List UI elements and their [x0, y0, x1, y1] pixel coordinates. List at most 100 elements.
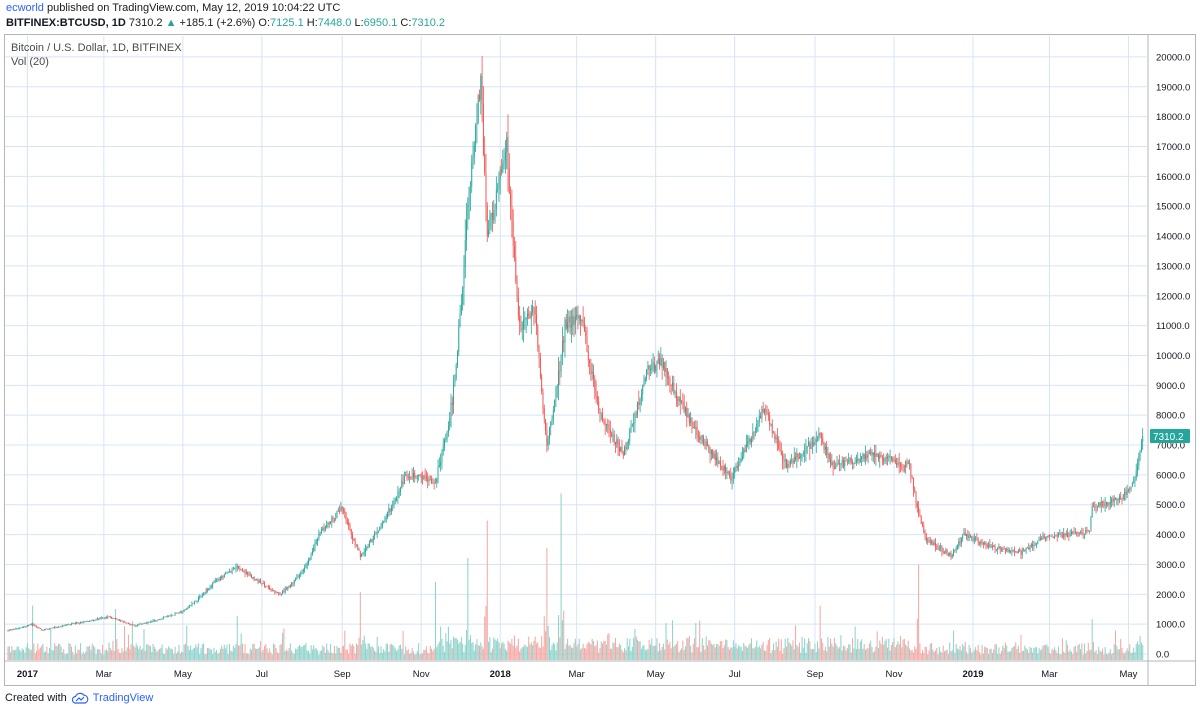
- volume-bar: [740, 646, 742, 660]
- candle-body: [802, 453, 804, 454]
- price-axis[interactable]: 20000.019000.018000.017000.016000.015000…: [1156, 52, 1190, 660]
- volume-bar: [743, 643, 745, 660]
- candle-body: [857, 458, 859, 460]
- volume-bar: [956, 648, 958, 660]
- volume-bar: [368, 643, 370, 660]
- candle-body: [511, 205, 513, 222]
- author-link[interactable]: ecworld: [6, 2, 44, 14]
- volume-bar: [643, 644, 645, 660]
- candle-body: [350, 528, 352, 535]
- candle-body: [1098, 502, 1100, 507]
- volume-bar: [39, 647, 41, 660]
- candle-body: [29, 624, 31, 626]
- candle-body: [1089, 531, 1091, 532]
- candle-body: [1036, 543, 1037, 545]
- volume-bar: [797, 647, 799, 660]
- candle-body: [113, 618, 115, 619]
- volume-bar: [160, 647, 162, 660]
- volume-bar: [832, 646, 834, 660]
- candle-body: [991, 546, 993, 548]
- volume-bar: [640, 648, 642, 660]
- volume-bar: [713, 644, 715, 660]
- candle-body: [853, 463, 855, 464]
- candle-body: [555, 387, 557, 400]
- candle-body: [207, 589, 208, 591]
- volume-bar: [973, 650, 975, 660]
- volume-bar: [214, 652, 216, 660]
- volume-bar: [664, 649, 666, 660]
- volume-bar: [151, 652, 153, 660]
- candle-body: [388, 508, 390, 513]
- candle-body: [85, 621, 87, 623]
- volume-bar: [257, 648, 259, 660]
- candle-body: [648, 365, 650, 370]
- candle-body: [267, 585, 269, 587]
- volume-bar: [425, 646, 427, 660]
- candle-body: [1064, 533, 1066, 535]
- volume-bar: [94, 647, 96, 660]
- candle-body: [81, 621, 83, 623]
- volume-bar: [887, 647, 889, 660]
- x-tick-label: 2018: [490, 669, 511, 680]
- candle-body: [1082, 533, 1084, 535]
- candle-body: [906, 461, 908, 463]
- volume-bar: [943, 651, 946, 660]
- candle-body: [41, 628, 43, 631]
- candle-body: [429, 478, 431, 480]
- candle-body: [1093, 506, 1094, 507]
- volume-bar: [494, 639, 496, 660]
- candle-body: [47, 629, 49, 630]
- volume-bar: [1076, 651, 1078, 660]
- candle-body: [875, 453, 877, 457]
- candle-body: [120, 620, 122, 622]
- volume-bar: [460, 637, 462, 660]
- candle-body: [560, 355, 562, 371]
- volume-bar: [570, 647, 572, 660]
- volume-bar: [68, 643, 70, 660]
- candle-body: [1032, 544, 1034, 547]
- volume-bar: [648, 639, 650, 660]
- tradingview-brand[interactable]: TradingView: [92, 692, 154, 704]
- volume-bar: [206, 647, 209, 660]
- candle-body: [93, 619, 94, 621]
- candle-body: [292, 582, 294, 584]
- volume-bar: [621, 649, 623, 660]
- candle-body: [646, 369, 648, 379]
- candle-body: [460, 304, 462, 314]
- volume-bar: [626, 638, 628, 660]
- volume-bar: [624, 648, 626, 660]
- volume-bar: [177, 651, 179, 660]
- y-tick-label: 7000.0: [1156, 441, 1185, 452]
- volume-bar: [342, 645, 345, 660]
- candle-body: [46, 628, 48, 630]
- time-axis[interactable]: 2017 Mar May Jul Sep Nov 2018 Mar May Jul Sep Nov 20…: [17, 669, 1138, 680]
- volume-bar: [411, 647, 413, 660]
- x-tick-label: Mar: [568, 669, 584, 680]
- candle-body: [745, 444, 747, 453]
- candle-body: [915, 491, 917, 503]
- volume-bar: [519, 651, 521, 660]
- volume-bar: [322, 645, 324, 660]
- volume-bar: [124, 626, 126, 660]
- volume-bar: [304, 645, 306, 660]
- volume-bar: [880, 643, 882, 660]
- candle-body: [839, 463, 841, 465]
- volume-bar: [568, 645, 570, 660]
- volume-bar: [828, 646, 830, 660]
- volume-bar: [161, 644, 163, 660]
- volume-bar: [1063, 651, 1065, 660]
- candle-body: [774, 433, 776, 440]
- candle-body: [931, 541, 933, 544]
- candle-body: [1023, 550, 1024, 552]
- candle-body: [308, 560, 309, 564]
- candle-body: [463, 267, 465, 288]
- candle-body: [981, 541, 983, 543]
- volume-bar: [526, 646, 528, 660]
- volume-bar: [1042, 645, 1044, 660]
- volume-bar: [433, 648, 435, 660]
- candle-body: [287, 586, 289, 590]
- candle-body: [620, 446, 622, 452]
- volume-bar: [1017, 645, 1019, 660]
- volume-bar: [947, 654, 949, 660]
